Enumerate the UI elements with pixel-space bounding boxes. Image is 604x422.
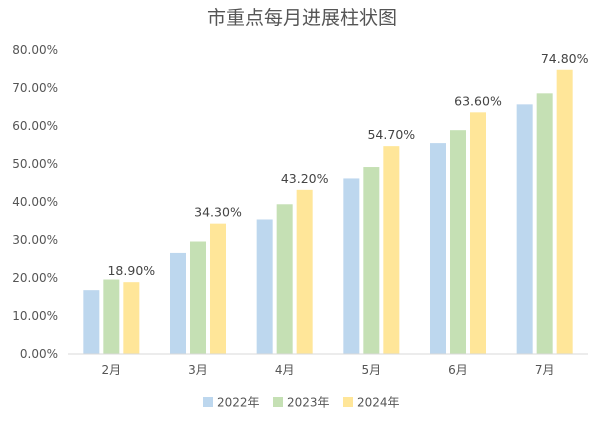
bar-2023年-7月 bbox=[536, 93, 553, 354]
data-label: 18.90% bbox=[107, 263, 155, 278]
data-label: 43.20% bbox=[281, 171, 329, 186]
y-tick-label: 40.00% bbox=[12, 195, 58, 209]
y-tick-label: 30.00% bbox=[12, 233, 58, 247]
bar-2023年-4月 bbox=[276, 204, 293, 354]
y-tick-label: 0.00% bbox=[20, 347, 58, 361]
legend-label: 2023年 bbox=[287, 396, 330, 410]
bar-2022年-6月 bbox=[430, 143, 446, 354]
x-tick-label: 7月 bbox=[535, 363, 555, 377]
x-axis: 2月 3月 4月 5月 6月 7月 bbox=[102, 363, 555, 377]
x-tick-label: 3月 bbox=[188, 363, 208, 377]
data-label: 54.70% bbox=[367, 127, 415, 142]
chart-title: 市重点每月进展柱状图 bbox=[207, 7, 397, 29]
y-tick-label: 80.00% bbox=[12, 43, 58, 57]
bar-2023年-2月 bbox=[103, 279, 120, 354]
bar-2022年-3月 bbox=[170, 252, 186, 354]
x-tick-label: 4月 bbox=[275, 363, 295, 377]
legend: 2022年 2023年 2024年 bbox=[203, 396, 400, 410]
bar-2023年-5月 bbox=[363, 167, 380, 354]
bar-2024年-5月 bbox=[383, 146, 400, 354]
y-axis: 0.00% 10.00% 20.00% 30.00% 40.00% 50.00% 60.00… bbox=[12, 43, 58, 361]
legend-swatch bbox=[273, 397, 283, 407]
legend-label: 2024年 bbox=[357, 396, 400, 410]
legend-swatch bbox=[343, 397, 353, 407]
legend-swatch bbox=[203, 397, 213, 407]
bar-2022年-5月 bbox=[343, 178, 360, 354]
bar-2023年-6月 bbox=[450, 130, 466, 354]
x-tick-label: 6月 bbox=[448, 363, 468, 377]
bar-2024年-2月 bbox=[123, 282, 140, 354]
bar-2022年-7月 bbox=[516, 104, 533, 354]
legend-label: 2022年 bbox=[217, 396, 260, 410]
data-label: 63.60% bbox=[454, 93, 502, 108]
y-tick-label: 50.00% bbox=[12, 157, 58, 171]
data-label: 34.30% bbox=[194, 205, 242, 220]
data-labels: 18.90% 34.30% 43.20% 54.70% 63.60% 74.80% bbox=[107, 51, 588, 278]
bar-2023年-3月 bbox=[190, 241, 206, 354]
bar-2022年-4月 bbox=[256, 219, 273, 354]
data-label: 74.80% bbox=[541, 51, 589, 66]
bar-2024年-3月 bbox=[210, 223, 226, 354]
x-tick-label: 2月 bbox=[102, 363, 122, 377]
bar-2024年-6月 bbox=[470, 112, 486, 354]
bar-2024年-7月 bbox=[556, 69, 573, 354]
y-tick-label: 10.00% bbox=[12, 309, 58, 323]
bar-2024年-4月 bbox=[296, 189, 313, 354]
y-tick-label: 60.00% bbox=[12, 119, 58, 133]
y-tick-label: 70.00% bbox=[12, 81, 58, 95]
bar-2022年-2月 bbox=[83, 290, 100, 354]
y-tick-label: 20.00% bbox=[12, 271, 58, 285]
x-tick-label: 5月 bbox=[362, 363, 382, 377]
bars bbox=[83, 69, 573, 354]
